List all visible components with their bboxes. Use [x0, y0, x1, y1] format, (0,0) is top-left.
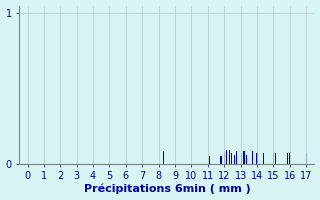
- Bar: [220, 156, 221, 164]
- Bar: [241, 153, 242, 164]
- Bar: [209, 156, 210, 164]
- Bar: [234, 155, 235, 164]
- Bar: [263, 153, 264, 164]
- Bar: [289, 153, 291, 164]
- Bar: [257, 153, 258, 164]
- Bar: [252, 151, 253, 164]
- Bar: [236, 151, 237, 164]
- Bar: [224, 153, 225, 164]
- Bar: [273, 153, 274, 164]
- X-axis label: Précipitations 6min ( mm ): Précipitations 6min ( mm ): [84, 184, 250, 194]
- Bar: [231, 153, 232, 164]
- Bar: [287, 153, 288, 164]
- Bar: [163, 151, 164, 164]
- Bar: [228, 150, 230, 164]
- Bar: [275, 153, 276, 164]
- Bar: [246, 155, 247, 164]
- Bar: [306, 153, 307, 164]
- Bar: [226, 150, 227, 164]
